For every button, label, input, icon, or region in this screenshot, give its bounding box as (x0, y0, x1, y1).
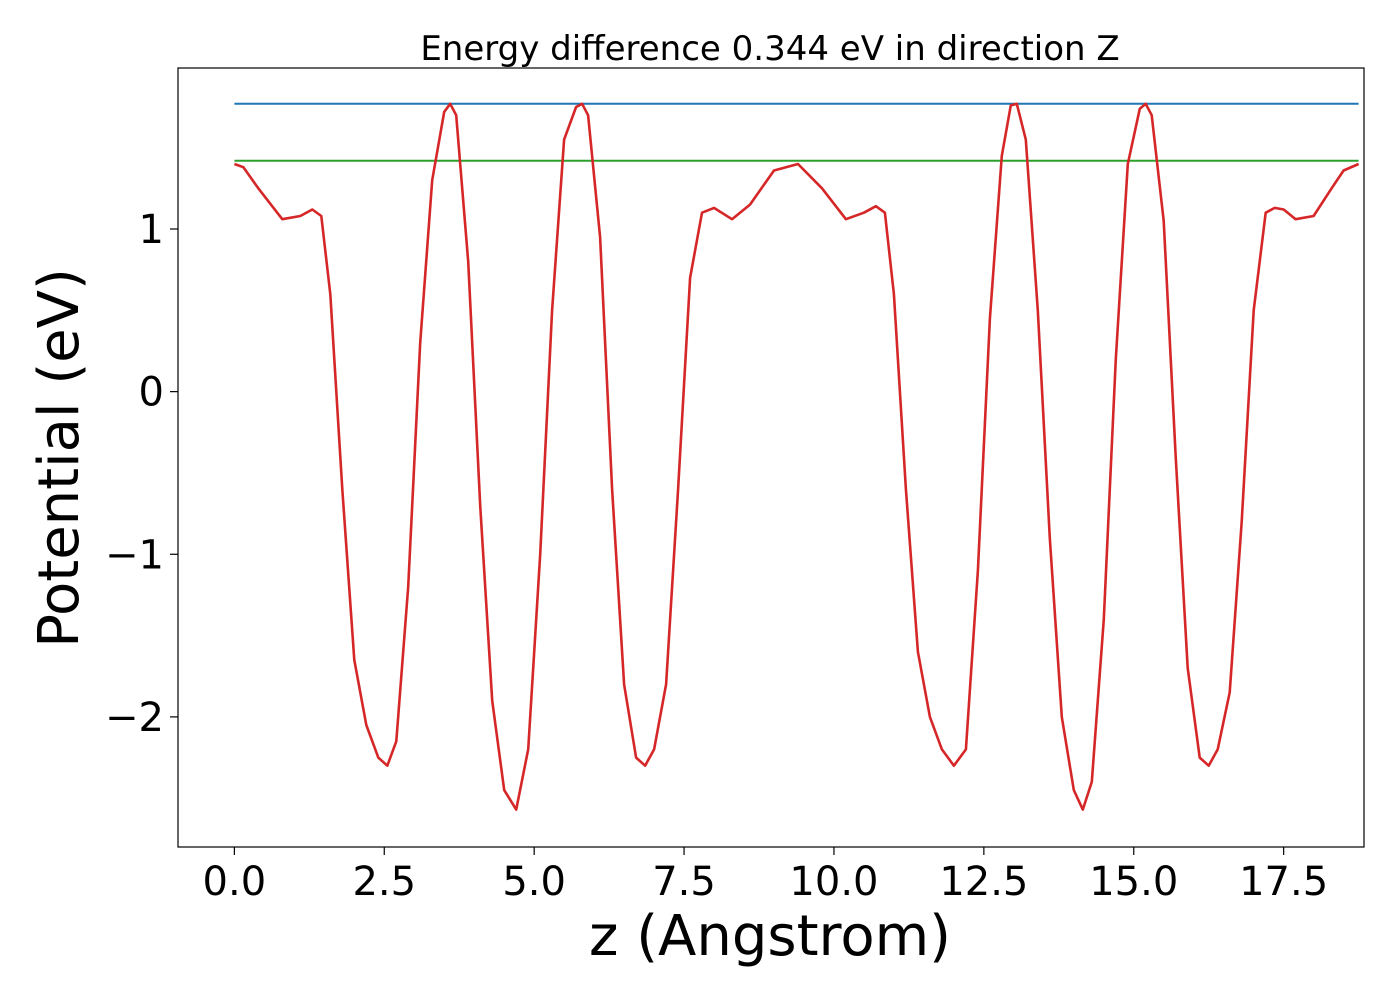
y-tick-label: −2 (105, 695, 164, 741)
x-tick-label: 15.0 (1089, 859, 1178, 905)
y-tick-label: 1 (139, 207, 164, 253)
tick-layer: 0.0 2.5 5.0 7.5 10.0 12.5 15.0 17.5 −2 −1 0 1 (105, 207, 1328, 905)
chart-title: Energy difference 0.344 eV in direction … (420, 29, 1119, 69)
x-tick-label: 12.5 (939, 859, 1028, 905)
x-tick-label: 7.5 (652, 859, 716, 905)
x-tick-label: 2.5 (352, 859, 416, 905)
y-tick-label: 0 (139, 370, 164, 416)
x-tick-label: 17.5 (1239, 859, 1328, 905)
x-tick-label: 10.0 (789, 859, 878, 905)
x-tick-label: 5.0 (502, 859, 566, 905)
series-line-2 (233, 102, 1360, 811)
x-axis-label: z (Angstrom) (589, 904, 951, 969)
y-tick-label: −1 (105, 532, 164, 578)
plot-frame (177, 67, 1365, 848)
x-tick-label: 0.0 (203, 859, 267, 905)
series-layer (233, 102, 1360, 811)
y-axis-label: Potential (eV) (27, 268, 92, 648)
plot-area (233, 102, 1360, 811)
